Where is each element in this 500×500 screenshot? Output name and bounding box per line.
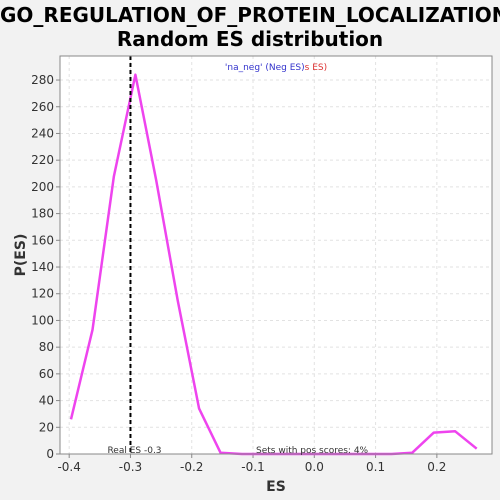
real-es-label: Real ES -0.3 xyxy=(107,446,161,456)
legend: 'na_neg' (Neg ES)s ES) xyxy=(225,63,327,73)
y-tick-label: 60 xyxy=(39,367,54,381)
y-tick-label: 120 xyxy=(31,287,54,301)
legend-entry-pos: s ES) xyxy=(305,63,327,73)
x-tick-label: -0.4 xyxy=(57,460,80,474)
plot-area xyxy=(60,56,492,454)
x-axis-label: ES xyxy=(266,479,286,495)
y-tick-label: 240 xyxy=(31,126,54,140)
y-axis-ticks: 0 20 40 60 80 100 120 140 160 180 200 220 240 260 280 xyxy=(31,73,60,461)
x-tick-label: -0.3 xyxy=(119,460,142,474)
y-tick-label: 100 xyxy=(31,313,54,327)
y-tick-label: 280 xyxy=(31,73,54,87)
chart-title-line2: Random ES distribution xyxy=(116,27,384,51)
y-tick-label: 40 xyxy=(39,394,54,408)
x-tick-label: 0.2 xyxy=(427,460,446,474)
pos-scores-annotation: Sets with pos scores: 4% xyxy=(256,446,369,456)
y-tick-label: 220 xyxy=(31,153,54,167)
plot-border xyxy=(59,55,493,455)
y-tick-label: 260 xyxy=(31,100,54,114)
y-tick-label: 160 xyxy=(31,233,54,247)
x-tick-label: 0.1 xyxy=(366,460,385,474)
y-tick-label: 20 xyxy=(39,420,54,434)
y-tick-label: 180 xyxy=(31,207,54,221)
x-tick-label: 0.0 xyxy=(305,460,324,474)
y-axis-label: P(ES) xyxy=(13,234,29,277)
y-tick-label: 200 xyxy=(31,180,54,194)
legend-entry-neg: 'na_neg' (Neg ES) xyxy=(225,63,305,73)
y-tick-label: 0 xyxy=(46,447,54,461)
y-tick-label: 80 xyxy=(39,340,54,354)
chart-title-line1: GO_REGULATION_OF_PROTEIN_LOCALIZATION: xyxy=(0,3,500,27)
x-tick-label: -0.1 xyxy=(241,460,264,474)
x-tick-label: -0.2 xyxy=(180,460,203,474)
y-tick-label: 140 xyxy=(31,260,54,274)
x-axis-ticks: -0.4 -0.3 -0.2 -0.1 0.0 0.1 0.2 xyxy=(57,454,446,474)
